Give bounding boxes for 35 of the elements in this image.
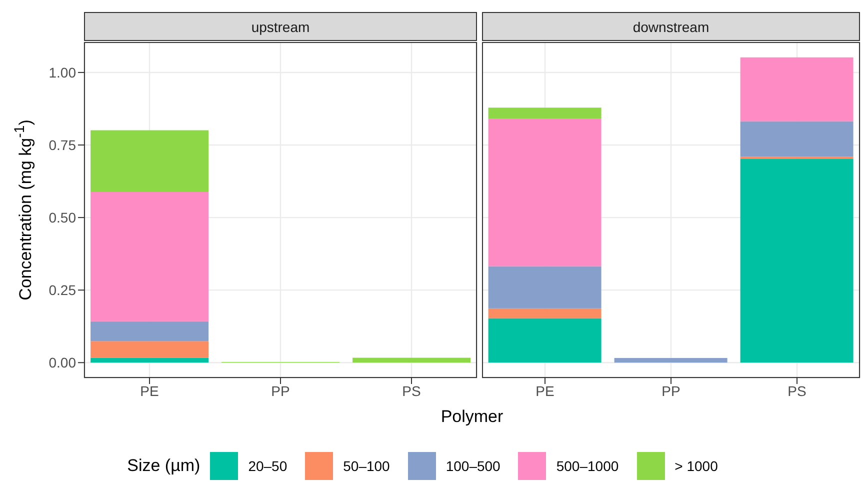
bar bbox=[740, 121, 854, 157]
y-tick-label: 0.50 bbox=[48, 210, 76, 226]
x-axis-title: Polymer bbox=[440, 407, 504, 427]
bar bbox=[488, 308, 602, 318]
chart-title: downstream bbox=[482, 12, 860, 41]
bar bbox=[90, 192, 209, 322]
bar bbox=[488, 266, 602, 308]
bar bbox=[614, 358, 728, 363]
bar bbox=[352, 358, 471, 363]
bar bbox=[90, 358, 209, 363]
x-tick-label: PE bbox=[536, 382, 554, 399]
bar bbox=[488, 318, 602, 363]
y-tick-label: 1.00 bbox=[48, 64, 76, 80]
legend-title: Size (µm) bbox=[127, 456, 200, 476]
legend-label: 500–1000 bbox=[556, 458, 619, 474]
x-tick-label: PP bbox=[662, 382, 680, 399]
bar bbox=[488, 108, 602, 119]
bar bbox=[90, 130, 209, 192]
bar bbox=[90, 341, 209, 358]
x-tick-label: PE bbox=[140, 382, 159, 399]
bar bbox=[740, 57, 854, 122]
x-tick-label: PS bbox=[788, 382, 806, 399]
bar bbox=[740, 158, 854, 363]
legend-label: 20–50 bbox=[248, 458, 288, 474]
x-tick-label: PS bbox=[402, 382, 421, 399]
legend-label: 50–100 bbox=[343, 458, 390, 474]
y-tick-label: 0.75 bbox=[48, 136, 76, 153]
bar bbox=[90, 321, 209, 342]
chart-title: upstream bbox=[84, 12, 477, 41]
bar bbox=[488, 118, 602, 266]
y-tick-label: 0.25 bbox=[48, 282, 76, 298]
y-tick-label: 0.00 bbox=[48, 354, 76, 371]
legend-label: > 1000 bbox=[674, 458, 718, 474]
x-tick-label: PP bbox=[271, 382, 290, 399]
legend-label: 100–500 bbox=[446, 458, 500, 474]
